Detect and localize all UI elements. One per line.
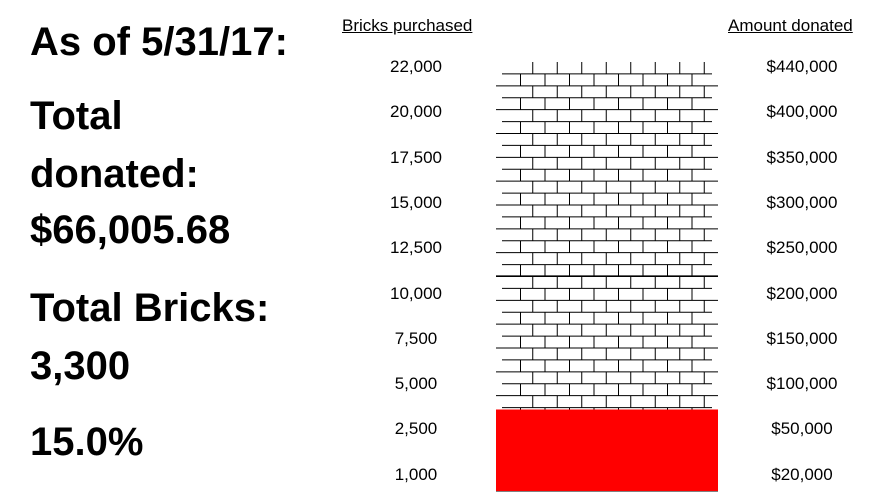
as-of-date: As of 5/31/17: <box>30 20 288 64</box>
bricks-tick-label: 15,000 <box>390 192 442 212</box>
amount-donated-header: Amount donated <box>728 16 853 35</box>
total-donated-label-line1: Total <box>30 94 123 138</box>
bricks-tick-label: 7,500 <box>394 328 438 348</box>
amount-tick-label: $350,000 <box>766 147 838 167</box>
percent-complete: 15.0% <box>30 420 144 464</box>
brick-thermometer <box>496 62 718 492</box>
amount-tick-label: $20,000 <box>771 464 833 484</box>
progress-fill-bar <box>496 409 718 491</box>
bricks-tick-label: 12,500 <box>390 238 442 258</box>
amount-tick-label: $100,000 <box>766 374 838 394</box>
total-bricks-label: Total Bricks: <box>30 286 270 330</box>
total-bricks-value: 3,300 <box>30 344 131 388</box>
total-donated-label-line2: donated: <box>30 152 199 196</box>
total-donated-value: $66,005.68 <box>30 208 231 252</box>
bricks-tick-label: 22,000 <box>390 57 442 76</box>
amount-tick-label: $300,000 <box>766 192 838 212</box>
amount-tick-label: $200,000 <box>766 283 838 303</box>
bricks-tick-label: 5,000 <box>394 374 438 394</box>
amount-tick-label: $400,000 <box>766 102 838 122</box>
amount-tick-label: $150,000 <box>766 328 838 348</box>
bricks-tick-label: 1,000 <box>394 464 438 484</box>
amount-tick-label: $50,000 <box>771 419 833 439</box>
bricks-tick-label: 2,500 <box>394 419 438 439</box>
bricks-tick-label: 20,000 <box>390 102 442 122</box>
bricks-tick-label: 17,500 <box>390 147 442 167</box>
bricks-tick-label: 10,000 <box>390 283 442 303</box>
amount-tick-label: $440,000 <box>766 57 838 76</box>
bricks-purchased-header: Bricks purchased <box>342 16 473 35</box>
amount-tick-label: $250,000 <box>766 238 838 258</box>
